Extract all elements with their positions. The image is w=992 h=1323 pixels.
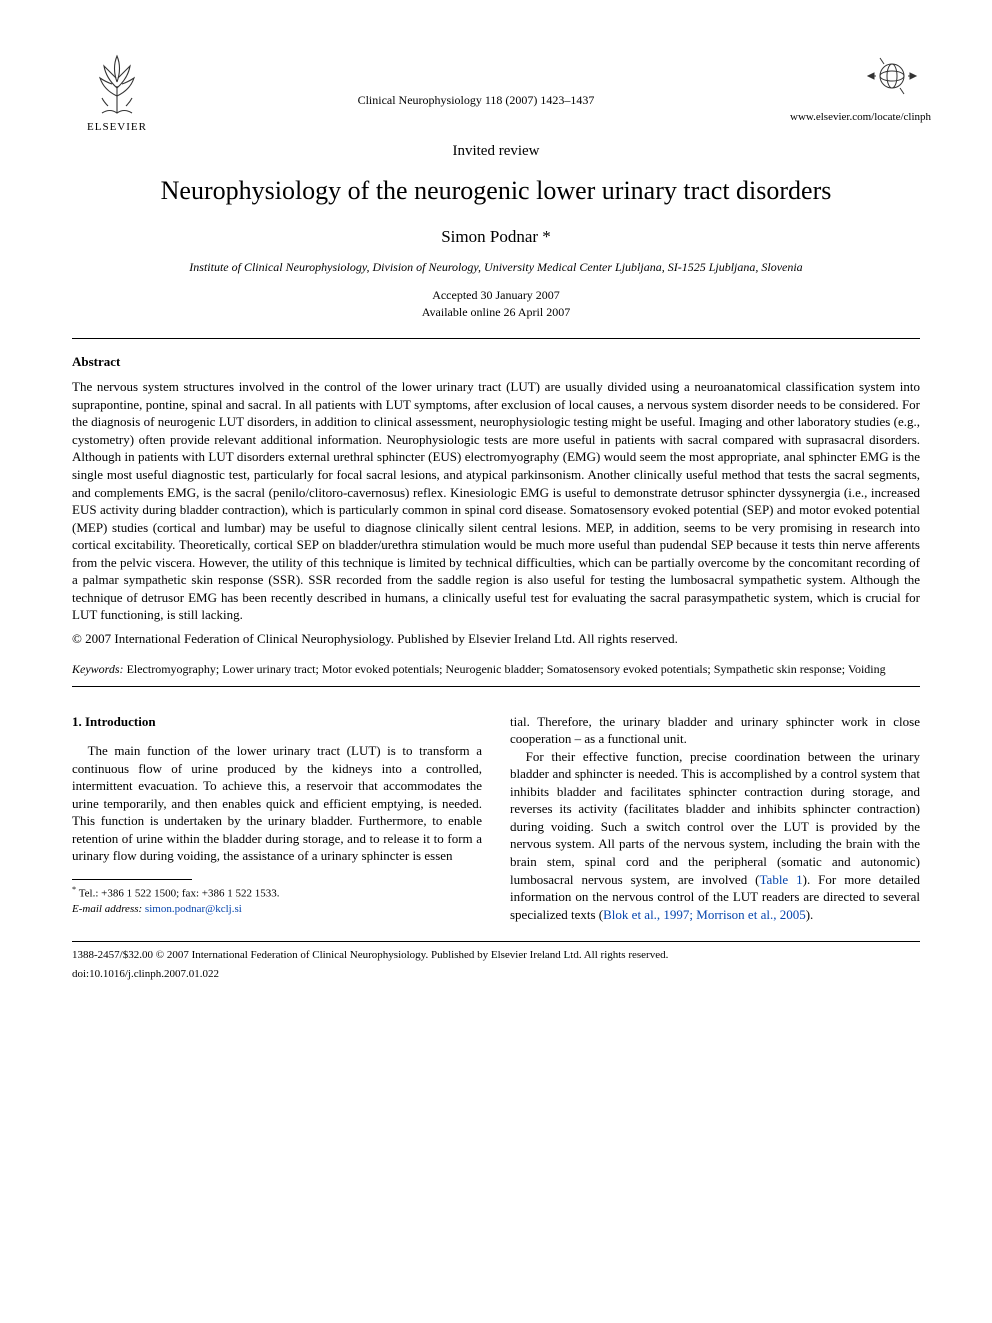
abstract-copyright: © 2007 International Federation of Clini… [72, 630, 920, 648]
footnote-separator [72, 879, 192, 880]
email-label: E-mail address: [72, 903, 142, 915]
author-affiliation: Institute of Clinical Neurophysiology, D… [72, 259, 920, 275]
para-text: ). [806, 907, 814, 922]
accepted-date: Accepted 30 January 2007 [72, 287, 920, 303]
footnote-marker: * [72, 885, 76, 894]
footnote-tel: * Tel.: +386 1 522 1500; fax: +386 1 522… [72, 884, 482, 902]
abstract-heading: Abstract [72, 353, 920, 371]
article-type: Invited review [72, 141, 920, 161]
journal-globe-icon [864, 48, 920, 104]
para-text: For their effective function, precise co… [510, 749, 920, 887]
footnote-email: E-mail address: simon.podnar@kclj.si [72, 902, 482, 917]
footnote-tel-text: Tel.: +386 1 522 1500; fax: +386 1 522 1… [79, 888, 280, 900]
publisher-logo: ELSEVIER [72, 48, 162, 135]
journal-logo-block: www.elsevier.com/locate/clinph [790, 48, 920, 125]
corresponding-footnote: * Tel.: +386 1 522 1500; fax: +386 1 522… [72, 884, 482, 916]
author-name: Simon Podnar [441, 227, 538, 246]
page-header: ELSEVIER Clinical Neurophysiology 118 (2… [72, 48, 920, 135]
para-text: The main function of the lower urinary t… [72, 743, 482, 863]
author-line: Simon Podnar * [72, 226, 920, 249]
paragraph: For their effective function, precise co… [510, 748, 920, 923]
journal-reference: Clinical Neurophysiology 118 (2007) 1423… [162, 48, 790, 108]
paragraph-continuation: tial. Therefore, the urinary bladder and… [510, 713, 920, 748]
footer-divider [72, 941, 920, 942]
publisher-name: ELSEVIER [72, 120, 162, 135]
online-date: Available online 26 April 2007 [72, 304, 920, 320]
footer-copyright: 1388-2457/$32.00 © 2007 International Fe… [72, 948, 920, 963]
citation-link[interactable]: Blok et al., 1997; Morrison et al., 2005 [603, 907, 806, 922]
table-ref-link[interactable]: Table 1 [760, 872, 803, 887]
keywords-list: Electromyography; Lower urinary tract; M… [127, 662, 886, 676]
paragraph: The main function of the lower urinary t… [72, 742, 482, 865]
locate-url: www.elsevier.com/locate/clinph [790, 110, 920, 125]
article-title: Neurophysiology of the neurogenic lower … [72, 173, 920, 208]
abstract-text: The nervous system structures involved i… [72, 378, 920, 624]
keywords-line: Keywords: Electromyography; Lower urinar… [72, 661, 920, 677]
divider [72, 338, 920, 339]
keywords-label: Keywords: [72, 662, 124, 676]
footer-doi: doi:10.1016/j.clinph.2007.01.022 [72, 967, 920, 982]
body-columns: 1. Introduction The main function of the… [72, 713, 920, 924]
article-dates: Accepted 30 January 2007 Available onlin… [72, 287, 920, 319]
divider [72, 686, 920, 687]
email-link[interactable]: simon.podnar@kclj.si [145, 903, 242, 915]
section-title: Introduction [85, 714, 156, 729]
section-number: 1. [72, 714, 82, 729]
corresponding-marker: * [542, 227, 551, 246]
elsevier-tree-icon [82, 48, 152, 118]
section-heading: 1. Introduction [72, 713, 482, 731]
